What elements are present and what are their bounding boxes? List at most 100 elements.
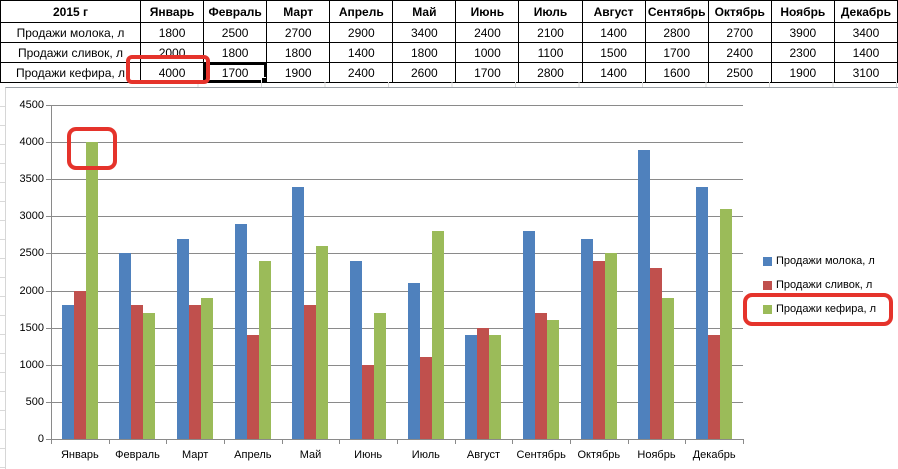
table-month-header[interactable]: Январь	[139, 0, 205, 23]
table-cell[interactable]: 3900	[770, 22, 835, 43]
table-month-header[interactable]: Май	[392, 0, 457, 23]
legend-item[interactable]: Продажи сливок, л	[763, 278, 876, 292]
table-cell[interactable]: 2800	[644, 22, 709, 43]
table-cell[interactable]: 2700	[707, 22, 772, 43]
table-cell[interactable]: 2600	[392, 62, 457, 83]
bar[interactable]	[708, 335, 721, 439]
x-axis-tick	[570, 440, 571, 444]
bar[interactable]	[350, 260, 363, 439]
bar[interactable]	[580, 238, 593, 439]
legend-swatch-icon	[763, 256, 772, 266]
bar[interactable]	[547, 320, 560, 439]
table-cell[interactable]: 1400	[329, 42, 394, 63]
table-cell[interactable]: 1600	[644, 62, 709, 83]
bar[interactable]	[638, 149, 651, 439]
table-cell[interactable]: 1900	[266, 62, 331, 83]
bar[interactable]	[258, 260, 271, 439]
table-month-header[interactable]: Июль	[518, 0, 583, 23]
annotation-legend-kefir-highlight[interactable]	[743, 293, 893, 326]
bar[interactable]	[362, 364, 375, 439]
bar[interactable]	[650, 268, 663, 439]
table-cell[interactable]: 1400	[833, 42, 898, 63]
table-header-row: 2015 г Январь Февраль Март Апрель Май Июнь Июль…	[0, 0, 898, 23]
x-axis-line	[51, 439, 744, 440]
table-corner-header[interactable]: 2015 г	[0, 0, 141, 23]
table-cell[interactable]: 2300	[770, 42, 835, 63]
bar[interactable]	[465, 335, 478, 439]
selected-cell[interactable]: 1700	[203, 62, 268, 83]
bar[interactable]	[407, 283, 420, 439]
bar[interactable]	[604, 253, 617, 439]
table-month-header[interactable]: Февраль	[203, 0, 268, 23]
table-cell[interactable]: 2900	[329, 22, 394, 43]
bar[interactable]	[304, 305, 317, 439]
bar[interactable]	[234, 223, 247, 439]
table-cell[interactable]: 1800	[392, 42, 457, 63]
table-cell[interactable]: 1400	[581, 62, 646, 83]
bar[interactable]	[720, 208, 733, 439]
sales-chart[interactable]: 0 500 1000 1500 2000 2500 3000 3500 4000 4500 Янва…	[5, 87, 898, 469]
row-label[interactable]: Продажи кефира, л	[0, 62, 141, 83]
table-month-header[interactable]: Апрель	[329, 0, 394, 23]
table-month-header[interactable]: Октябрь	[707, 0, 772, 23]
legend-item[interactable]: Продажи кефира, л	[763, 302, 876, 316]
table-cell[interactable]: 1100	[518, 42, 583, 63]
table-cell[interactable]: 2500	[203, 22, 268, 43]
table-cell[interactable]: 2400	[329, 62, 394, 83]
table-cell[interactable]: 3400	[833, 22, 898, 43]
bar[interactable]	[143, 312, 156, 439]
bar[interactable]	[696, 186, 709, 439]
data-table: 2015 г Январь Февраль Март Апрель Май Июнь Июль…	[0, 0, 898, 83]
bar[interactable]	[316, 246, 329, 439]
bar[interactable]	[431, 231, 444, 439]
bar[interactable]	[61, 305, 74, 439]
table-month-header[interactable]: Март	[266, 0, 331, 23]
bar[interactable]	[177, 238, 190, 439]
row-label[interactable]: Продажи молока, л	[0, 22, 141, 43]
table-cell[interactable]: 2500	[707, 62, 772, 83]
bar[interactable]	[662, 297, 675, 439]
table-cell[interactable]: 2700	[266, 22, 331, 43]
bar[interactable]	[119, 253, 132, 439]
table-cell[interactable]: 1700	[644, 42, 709, 63]
legend-item[interactable]: Продажи молока, л	[763, 254, 876, 268]
table-cell[interactable]: 1800	[139, 22, 205, 43]
table-month-header[interactable]: Сентябрь	[644, 0, 709, 23]
table-cell[interactable]: 1000	[455, 42, 520, 63]
bar[interactable]	[535, 312, 548, 439]
bar[interactable]	[246, 335, 259, 439]
bar[interactable]	[73, 290, 86, 439]
bar[interactable]	[374, 312, 387, 439]
table-cell[interactable]: 3400	[392, 22, 457, 43]
table-month-header[interactable]: Декабрь	[833, 0, 898, 23]
table-cell[interactable]: 2100	[518, 22, 583, 43]
table-cell[interactable]: 1500	[581, 42, 646, 63]
table-month-header[interactable]: Ноябрь	[770, 0, 835, 23]
bar[interactable]	[131, 305, 144, 439]
row-label[interactable]: Продажи сливок, л	[0, 42, 141, 63]
table-month-header[interactable]: Июнь	[455, 0, 520, 23]
bar[interactable]	[477, 327, 490, 439]
table-cell[interactable]: 1900	[770, 62, 835, 83]
table-cell[interactable]: 1700	[455, 62, 520, 83]
table-cell[interactable]: 2400	[455, 22, 520, 43]
table-cell[interactable]: 2800	[518, 62, 583, 83]
table-cell[interactable]: 1800	[203, 42, 268, 63]
table-month-header[interactable]: Август	[581, 0, 646, 23]
bar[interactable]	[592, 260, 605, 439]
bar[interactable]	[523, 231, 536, 439]
table-cell[interactable]: 1800	[266, 42, 331, 63]
table-cell[interactable]: 1400	[581, 22, 646, 43]
x-axis-tick	[281, 440, 283, 444]
table-cell[interactable]: 2400	[707, 42, 772, 63]
table-cell[interactable]: 3100	[833, 62, 898, 83]
bar[interactable]	[189, 305, 202, 439]
bar[interactable]	[201, 297, 214, 439]
annotation-selected-cell-highlight[interactable]	[126, 55, 210, 84]
bar[interactable]	[419, 357, 432, 439]
x-axis-tick	[224, 440, 225, 444]
bar[interactable]	[292, 186, 305, 439]
bar[interactable]	[489, 335, 502, 439]
annotation-january-kefir-bar-highlight[interactable]	[67, 127, 117, 170]
bar[interactable]	[85, 142, 98, 439]
